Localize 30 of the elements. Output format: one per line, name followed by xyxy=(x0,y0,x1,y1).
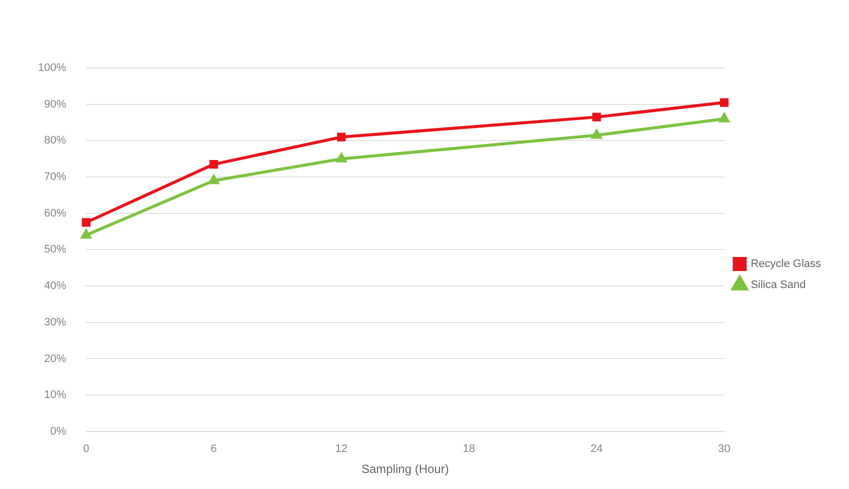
y-tick-label: 0% xyxy=(50,425,66,438)
y-tick-label: 50% xyxy=(44,244,66,256)
x-tick-label: 12 xyxy=(335,443,348,456)
x-tick-label: 24 xyxy=(590,443,603,456)
x-tick-label: 0 xyxy=(83,443,90,456)
y-tick-label: 90% xyxy=(44,98,66,110)
y-tick-label: 80% xyxy=(44,134,66,147)
x-tick-label: 30 xyxy=(718,443,730,456)
point xyxy=(719,113,730,122)
y-tick-label: 10% xyxy=(44,389,66,402)
point xyxy=(592,112,601,122)
point xyxy=(82,218,90,227)
point xyxy=(336,153,346,162)
legend-label: Recycle Glass xyxy=(750,258,822,270)
legend-label: Silica Sand xyxy=(750,279,806,292)
point xyxy=(592,130,602,139)
y-tick-label: 60% xyxy=(44,207,66,220)
point xyxy=(209,160,218,169)
x-tick-label: 18 xyxy=(462,443,476,456)
point xyxy=(81,230,92,239)
x-tick-label: 6 xyxy=(210,443,217,456)
point xyxy=(720,98,729,107)
y-tick-label: 70% xyxy=(44,171,66,184)
y-tick-label: 20% xyxy=(44,352,66,365)
x-axis-title: Sampling (Hour) xyxy=(361,462,449,476)
y-tick-label: 30% xyxy=(44,316,66,328)
y-tick-label: 40% xyxy=(44,280,66,292)
point xyxy=(337,132,346,142)
point xyxy=(208,175,219,184)
y-tick-label: 100% xyxy=(38,62,66,74)
